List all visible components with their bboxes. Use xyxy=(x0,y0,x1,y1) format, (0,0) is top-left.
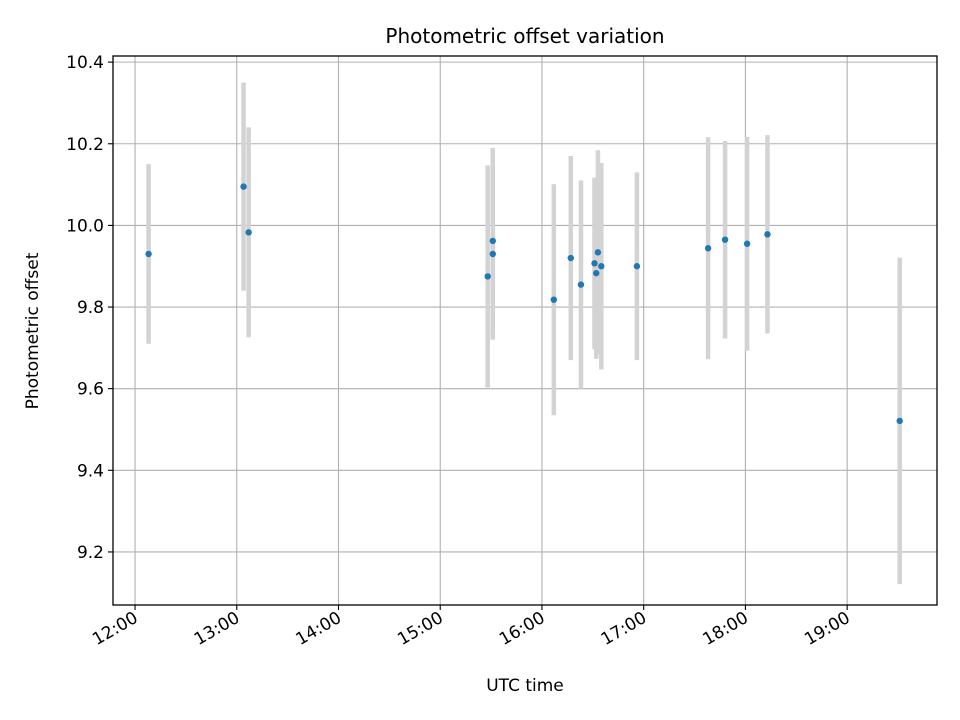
data-point xyxy=(145,250,152,258)
data-point xyxy=(245,229,252,236)
data-point xyxy=(598,263,605,270)
data-point xyxy=(550,296,558,303)
y-tick-label: 9.6 xyxy=(77,380,104,400)
y-tick-label: 9.8 xyxy=(77,298,104,318)
data-point xyxy=(489,250,496,258)
y-tick-label: 10.2 xyxy=(66,135,104,155)
data-point xyxy=(489,237,496,245)
data-point xyxy=(593,269,600,277)
data-point xyxy=(721,236,729,243)
y-tick-label: 9.2 xyxy=(77,543,104,563)
data-points xyxy=(145,183,903,425)
y-axis-label: Photometric offset xyxy=(23,252,43,409)
y-tick-label: 10.4 xyxy=(66,53,104,73)
data-point xyxy=(704,245,712,252)
data-point xyxy=(743,240,751,247)
data-point xyxy=(591,260,598,267)
y-tick-label: 9.4 xyxy=(77,461,104,481)
data-point xyxy=(896,417,903,425)
data-point xyxy=(577,281,585,288)
chart-title: Photometric offset variation xyxy=(385,24,664,48)
data-point xyxy=(633,263,641,270)
y-tick-label: 10.0 xyxy=(66,216,104,236)
data-point xyxy=(764,231,771,238)
data-point xyxy=(594,249,602,256)
data-point xyxy=(567,254,574,262)
data-point xyxy=(484,273,491,280)
data-point xyxy=(240,183,247,190)
x-axis-label: UTC time xyxy=(486,676,564,696)
plot-frame xyxy=(112,55,938,606)
